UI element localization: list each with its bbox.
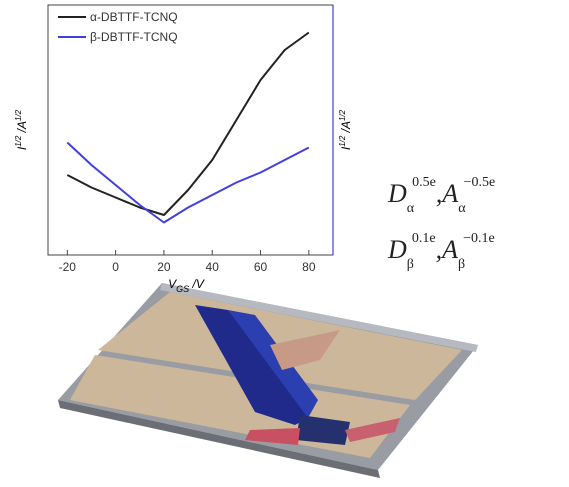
- superscript: 0.5e: [412, 175, 436, 190]
- subscript: β: [458, 257, 465, 272]
- series-line: [66, 141, 310, 224]
- x-tick-label: 20: [157, 260, 171, 274]
- series-line: [66, 31, 310, 216]
- x-tick-label: 40: [206, 260, 220, 274]
- symbol: D: [387, 179, 407, 208]
- x-axis-label: VGS /V: [168, 277, 205, 294]
- y-axis-label: I1/2 /A1/2: [14, 109, 29, 150]
- device-illustration: [58, 283, 478, 478]
- superscript: 0.1e: [412, 231, 436, 246]
- legend-label: α-DBTTF-TCNQ: [90, 10, 178, 24]
- subscript: α: [458, 201, 466, 216]
- subscript: β: [407, 257, 414, 272]
- formula: Dα 0.5e,Aα −0.5e: [387, 175, 495, 216]
- label-sup: 1/2: [338, 109, 347, 121]
- symbol: D: [387, 235, 407, 264]
- x-tick-label: 0: [112, 260, 119, 274]
- label-sup: 1/2: [14, 135, 23, 147]
- separator: ,: [436, 179, 443, 208]
- x-tick-label: 60: [254, 260, 268, 274]
- superscript: −0.1e: [463, 231, 495, 246]
- label-sup: 1/2: [14, 109, 23, 121]
- label-unit: /A: [15, 121, 29, 136]
- symbol: A: [440, 235, 458, 264]
- label-base: I: [15, 146, 29, 150]
- label-unit: /V: [189, 277, 205, 291]
- label-sub: GS: [176, 284, 189, 294]
- label-base: I: [339, 146, 353, 150]
- subscript: α: [407, 201, 415, 216]
- separator: ,: [436, 235, 443, 264]
- formula: Dβ 0.1e,Aβ −0.1e: [387, 231, 495, 272]
- label-unit: /A: [339, 121, 353, 136]
- label-base: V: [168, 277, 177, 291]
- x-tick-label: 80: [302, 260, 316, 274]
- x-tick-label: -20: [59, 260, 77, 274]
- y2-axis-label: I1/2 /A1/2: [338, 109, 353, 150]
- legend-label: β-DBTTF-TCNQ: [90, 30, 178, 44]
- superscript: −0.5e: [464, 175, 496, 190]
- label-sup: 1/2: [338, 135, 347, 147]
- symbol: A: [440, 179, 458, 208]
